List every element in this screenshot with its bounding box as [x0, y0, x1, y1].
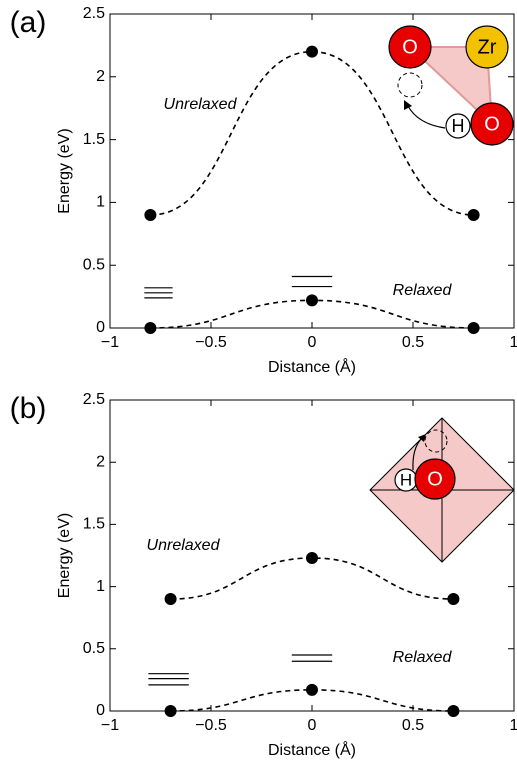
- atom: [414, 458, 456, 500]
- y-tick-label: 1.5: [83, 131, 105, 148]
- point: [447, 705, 460, 717]
- curve: [170, 557, 454, 600]
- x-tick-label: −0.5: [195, 334, 227, 351]
- x-tick-label: 0.5: [402, 334, 424, 351]
- arrow: [412, 437, 423, 471]
- series-label: Relaxed: [393, 282, 453, 299]
- panel-label: (a): [10, 6, 47, 39]
- point: [306, 45, 318, 58]
- point: [467, 208, 480, 221]
- point: [447, 593, 460, 606]
- x-tick-label: 0: [308, 717, 317, 734]
- x-tick-label: −0.5: [195, 717, 227, 734]
- y-tick-label: 1.5: [83, 516, 105, 533]
- y-tick-label: 2.5: [83, 5, 105, 22]
- vacancy: [424, 429, 448, 453]
- point: [144, 322, 157, 334]
- arrow-head: [404, 100, 412, 110]
- series-label: Relaxed: [393, 649, 453, 666]
- atom: [445, 113, 471, 139]
- arrow: [407, 105, 446, 129]
- arrow-head: [418, 434, 426, 442]
- y-axis-label: Energy (eV): [56, 513, 73, 598]
- x-tick-label: −1: [101, 717, 119, 734]
- x-tick-label: 0: [308, 334, 317, 351]
- x-tick-label: 1: [510, 717, 517, 734]
- y-tick-label: 0.5: [83, 640, 105, 657]
- y-tick-label: 0: [96, 702, 105, 719]
- x-tick-label: 0.5: [402, 717, 424, 734]
- atom-label: O: [484, 113, 500, 135]
- point: [467, 322, 480, 334]
- atom-label: O: [402, 36, 418, 58]
- x-tick-label: −1: [101, 334, 119, 351]
- series-label: Unrelaxed: [164, 96, 238, 113]
- y-tick-label: 0.5: [83, 256, 105, 273]
- point: [306, 551, 318, 564]
- x-tick-label: 1: [510, 334, 517, 351]
- panel-label: (b): [10, 392, 47, 425]
- vacancy: [397, 72, 423, 98]
- y-tick-label: 2: [96, 68, 105, 85]
- y-axis-label: Energy (eV): [56, 128, 73, 213]
- point: [164, 593, 177, 606]
- inset-triangle: [407, 46, 494, 127]
- atom-label: O: [427, 468, 443, 490]
- x-axis-label: Distance (Å): [268, 740, 356, 759]
- y-tick-label: 1: [96, 578, 105, 595]
- curve: [150, 50, 474, 216]
- atom-label: H: [452, 116, 465, 136]
- atom: [388, 25, 432, 69]
- x-axis-label: Distance (Å): [268, 357, 356, 376]
- series-label: Unrelaxed: [147, 537, 221, 554]
- point: [144, 208, 157, 221]
- y-tick-label: 2: [96, 453, 105, 470]
- atom: [465, 25, 509, 69]
- atom: [470, 102, 514, 146]
- point: [306, 294, 318, 307]
- y-tick-label: 1: [96, 194, 105, 211]
- y-tick-label: 0: [96, 319, 105, 336]
- point: [164, 705, 177, 717]
- atom-label: H: [400, 470, 412, 489]
- atom-label: Zr: [478, 36, 497, 58]
- y-tick-label: 2.5: [83, 391, 105, 408]
- curve: [170, 689, 454, 712]
- point: [306, 683, 318, 696]
